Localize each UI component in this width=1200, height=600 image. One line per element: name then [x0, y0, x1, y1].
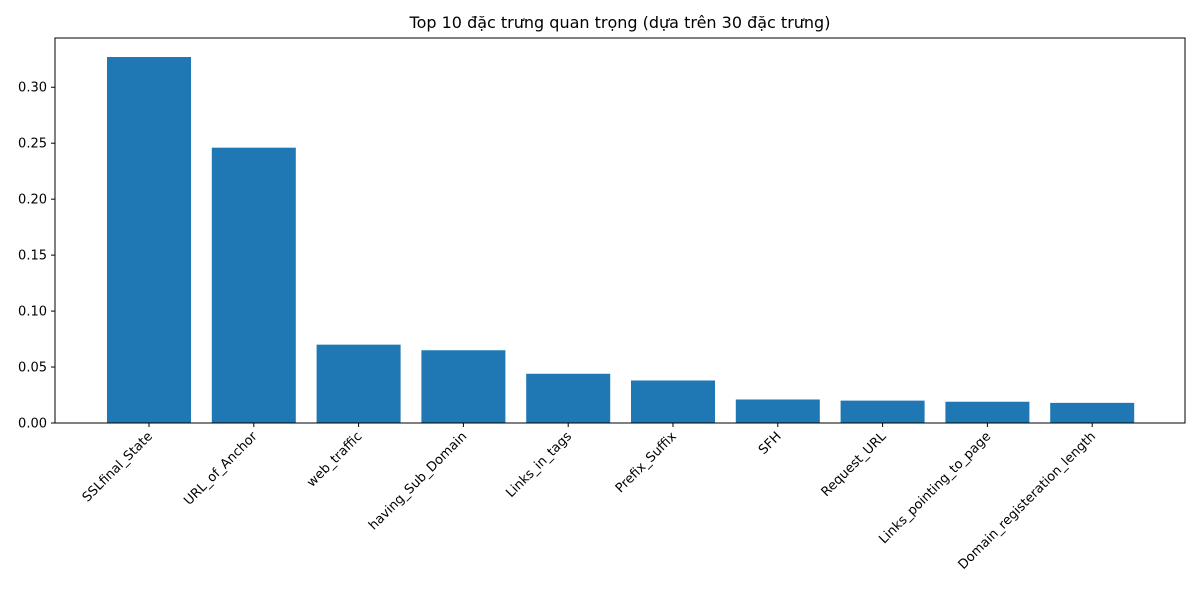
y-tick-label: 0.25: [18, 137, 47, 152]
y-tick-label: 0.10: [18, 305, 47, 320]
y-tick-label: 0.15: [18, 249, 47, 264]
plot-frame: [54, 37, 1186, 424]
bars-group: [107, 57, 1135, 424]
bar-Links_in_tags: [526, 373, 611, 423]
x-tick-label: URL_of_Anchor: [181, 429, 261, 509]
x-tick-label: having_Sub_Domain: [366, 429, 470, 533]
y-tick-label: 0.05: [18, 361, 47, 376]
x-tick-label: Links_in_tags: [503, 429, 575, 501]
bar-Links_pointing_to_page: [945, 401, 1030, 423]
y-tick-label: 0.20: [18, 193, 47, 208]
x-tick-label: web_traffic: [304, 429, 365, 490]
bar-URL_of_Anchor: [211, 147, 296, 423]
bar-web_traffic: [316, 344, 401, 423]
x-tick-label: SFH: [756, 429, 785, 458]
x-tick-label: Request_URL: [819, 429, 890, 500]
y-tick-label: 0.00: [18, 417, 47, 432]
bar-having_Sub_Domain: [421, 350, 506, 423]
bar-SFH: [735, 399, 820, 423]
bar-Request_URL: [840, 400, 925, 423]
bar-Prefix_Suffix: [631, 380, 715, 423]
bar-Domain_registeration_length: [1050, 402, 1135, 423]
bar-SSLfinal_State: [107, 57, 191, 424]
y-tick-label: 0.30: [18, 81, 47, 96]
x-axis: SSLfinal_State URL_of_Anchor web_traffic ha…: [80, 423, 1099, 573]
x-tick-label: SSLfinal_State: [80, 429, 156, 505]
y-axis: 0.00 0.05 0.10 0.15 0.20 0.25 0.30: [18, 81, 55, 432]
x-tick-label: Prefix_Suffix: [613, 429, 680, 496]
x-tick-label: Links_pointing_to_page: [876, 429, 994, 547]
chart-title: Top 10 đặc trưng quan trọng (dựa trên 30…: [409, 13, 831, 32]
